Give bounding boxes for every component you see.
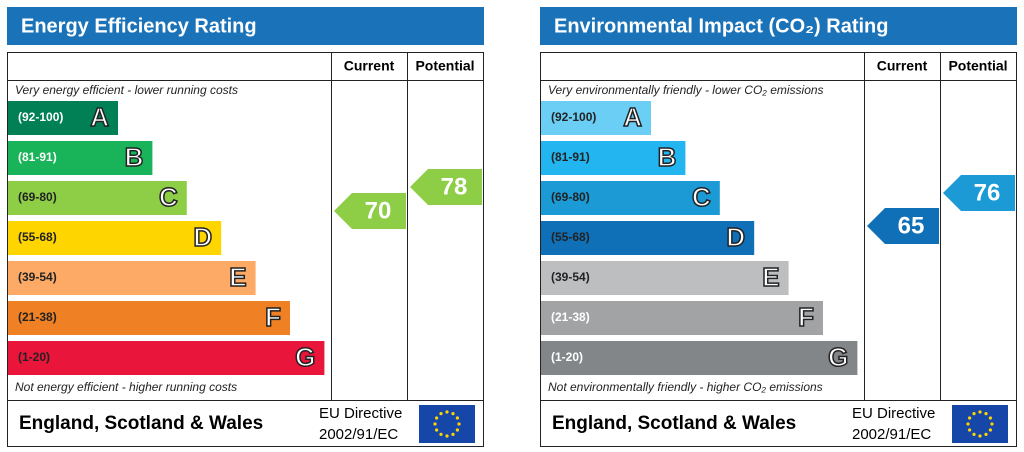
band-range: (55-68) xyxy=(18,230,57,244)
band-range: (1-20) xyxy=(551,350,583,364)
table-frame xyxy=(540,52,1017,447)
band-range: (39-54) xyxy=(551,270,590,284)
panel-title: Energy Efficiency Rating xyxy=(21,15,257,37)
rating-band xyxy=(8,181,187,215)
band-letter: E xyxy=(762,262,779,292)
footer-region: England, Scotland & Wales xyxy=(552,413,796,434)
rating-band xyxy=(8,101,118,135)
band-range: (55-68) xyxy=(551,230,590,244)
eu-star xyxy=(435,428,439,432)
band-letter: B xyxy=(125,142,144,172)
panel-title: Environmental Impact (CO₂) Rating xyxy=(554,15,888,37)
band-letter: F xyxy=(798,302,814,332)
rating-band xyxy=(541,181,720,215)
top-note: Very environmentally friendly - lower CO… xyxy=(548,83,824,97)
band-range: (21-38) xyxy=(551,310,590,324)
eu-star xyxy=(968,428,972,432)
eu-star xyxy=(972,412,976,416)
table-frame xyxy=(7,52,484,447)
eu-star xyxy=(433,422,437,426)
eu-star xyxy=(455,428,459,432)
band-range: (1-20) xyxy=(18,350,50,364)
top-note: Very energy efficient - lower running co… xyxy=(15,83,238,97)
eu-star xyxy=(457,422,461,426)
title-bar xyxy=(540,7,1017,45)
band-range: (81-91) xyxy=(18,150,57,164)
eu-star xyxy=(451,432,455,436)
eu-star xyxy=(984,432,988,436)
rating-band xyxy=(8,141,153,175)
eu-star xyxy=(988,428,992,432)
band-range: (69-80) xyxy=(18,190,57,204)
band-letter: A xyxy=(623,102,642,132)
band-letter: D xyxy=(726,222,745,252)
column-header: Current xyxy=(877,58,928,74)
band-letter: E xyxy=(229,262,246,292)
eu-star xyxy=(439,432,443,436)
column-header: Current xyxy=(344,58,395,74)
column-header: Potential xyxy=(415,58,474,74)
rating-value: 65 xyxy=(898,212,925,239)
eu-star xyxy=(978,410,982,414)
rating-arrow xyxy=(943,175,1015,211)
band-letter: C xyxy=(159,182,178,212)
title-bar xyxy=(7,7,484,45)
rating-band xyxy=(541,141,686,175)
eu-star xyxy=(435,416,439,420)
band-letter: C xyxy=(692,182,711,212)
eu-star xyxy=(451,412,455,416)
band-letter: G xyxy=(828,342,848,372)
rating-band xyxy=(541,101,651,135)
rating-arrow xyxy=(334,193,406,229)
eu-star xyxy=(978,434,982,438)
eu-star xyxy=(966,422,970,426)
band-letter: G xyxy=(295,342,315,372)
band-letter: B xyxy=(658,142,677,172)
band-letter: F xyxy=(265,302,281,332)
rating-band xyxy=(8,301,290,335)
eu-star xyxy=(988,416,992,420)
band-range: (92-100) xyxy=(18,110,63,124)
eu-star xyxy=(445,434,449,438)
rating-arrow xyxy=(410,169,482,205)
eu-star xyxy=(455,416,459,420)
rating-band xyxy=(541,221,755,255)
bottom-note: Not environmentally friendly - higher CO… xyxy=(548,380,823,394)
rating-band xyxy=(541,341,858,375)
footer-code: 2002/91/EC xyxy=(852,426,931,443)
rating-panel: Energy Efficiency Rating Current Potential… xyxy=(7,7,484,447)
band-range: (69-80) xyxy=(551,190,590,204)
rating-band xyxy=(8,341,325,375)
eu-star xyxy=(439,412,443,416)
rating-value: 76 xyxy=(974,179,1001,206)
eu-star xyxy=(968,416,972,420)
band-range: (92-100) xyxy=(551,110,596,124)
rating-panel: Environmental Impact (CO₂) Rating Current… xyxy=(540,7,1017,447)
rating-arrow xyxy=(867,208,939,244)
rating-value: 70 xyxy=(365,197,392,224)
rating-band xyxy=(8,261,256,295)
band-range: (81-91) xyxy=(551,150,590,164)
eu-star xyxy=(445,410,449,414)
rating-value: 78 xyxy=(441,173,468,200)
eu-star xyxy=(990,422,994,426)
footer-directive: EU Directive xyxy=(319,405,402,422)
bottom-note: Not energy efficient - higher running co… xyxy=(15,380,237,394)
rating-band xyxy=(541,261,789,295)
band-range: (39-54) xyxy=(18,270,57,284)
footer-region: England, Scotland & Wales xyxy=(19,413,263,434)
band-letter: A xyxy=(90,102,109,132)
eu-star xyxy=(972,432,976,436)
rating-band xyxy=(541,301,823,335)
rating-band xyxy=(8,221,222,255)
column-header: Potential xyxy=(948,58,1007,74)
footer-directive: EU Directive xyxy=(852,405,935,422)
eu-star xyxy=(984,412,988,416)
band-letter: D xyxy=(193,222,212,252)
band-range: (21-38) xyxy=(18,310,57,324)
footer-code: 2002/91/EC xyxy=(319,426,398,443)
